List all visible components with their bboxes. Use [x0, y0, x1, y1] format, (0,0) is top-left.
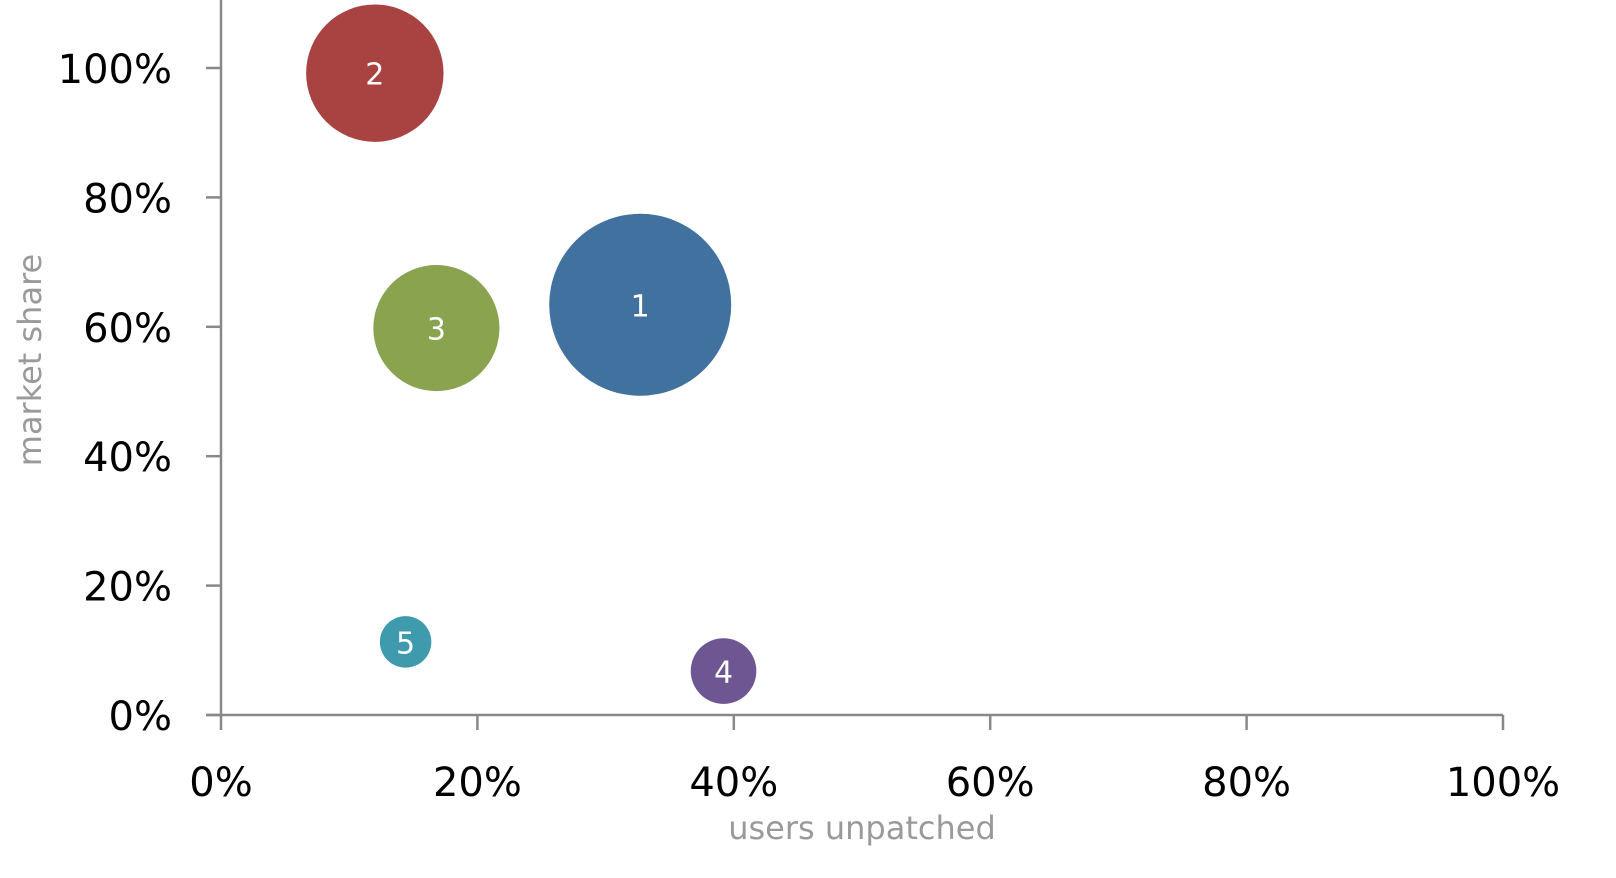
bubble	[549, 213, 732, 396]
x-tick-label: 60%	[946, 760, 1035, 806]
bubble-label: 1	[631, 289, 650, 324]
bubble	[373, 265, 500, 392]
x-tick-label: 0%	[189, 760, 252, 806]
bubble	[379, 616, 432, 668]
x-tick-label: 40%	[689, 760, 778, 806]
bubble-label: 5	[396, 626, 415, 661]
bubble-label: 4	[714, 656, 733, 691]
y-axis-title: market share	[11, 254, 49, 466]
bubble-label: 2	[365, 58, 384, 93]
x-tick-label: 80%	[1202, 760, 1291, 806]
bubble	[690, 638, 757, 704]
y-tick-label: 40%	[83, 435, 172, 481]
x-tick-label: 100%	[1446, 760, 1560, 806]
bubble	[306, 4, 444, 142]
x-tick-label: 20%	[433, 760, 522, 806]
y-tick-label: 60%	[83, 306, 172, 352]
y-tick-label: 20%	[83, 565, 172, 611]
x-axis-title: users unpatched	[728, 809, 996, 847]
y-tick-label: 0%	[109, 694, 172, 740]
bubble-label: 3	[427, 313, 446, 348]
y-tick-label: 100%	[58, 47, 172, 93]
y-tick-label: 80%	[83, 176, 172, 222]
